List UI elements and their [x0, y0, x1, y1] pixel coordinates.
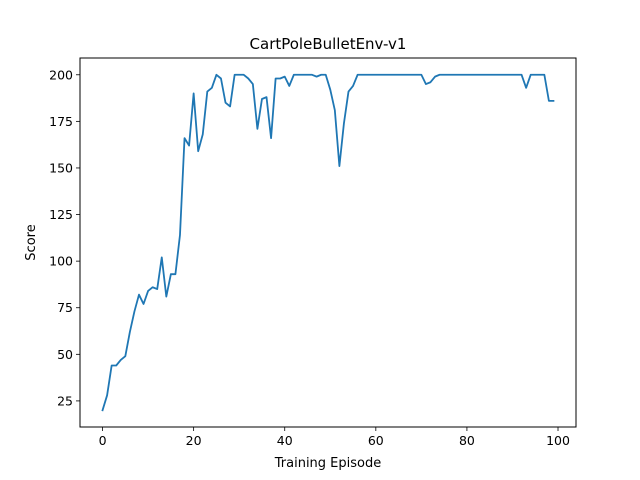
score-series-line — [101, 73, 555, 412]
chart-title: CartPoleBulletEnv-v1 — [250, 35, 407, 53]
x-axis-ticks: 0 20 40 60 80 100 — [99, 427, 570, 448]
y-tick-label: 200 — [49, 67, 73, 82]
x-tick-label: 40 — [277, 433, 293, 448]
x-tick-label: 0 — [99, 433, 107, 448]
y-tick-label: 150 — [49, 160, 73, 175]
y-tick-label: 75 — [57, 300, 73, 315]
x-axis-label: Training Episode — [274, 456, 381, 471]
x-tick-label: 80 — [459, 433, 475, 448]
y-axis-label: Score — [24, 224, 39, 260]
y-axis-ticks: 25 50 75 100 125 150 175 200 — [49, 67, 80, 408]
x-tick-label: 20 — [186, 433, 202, 448]
y-tick-label: 175 — [49, 114, 73, 129]
x-tick-label: 60 — [368, 433, 384, 448]
y-tick-label: 50 — [57, 347, 73, 362]
y-tick-label: 125 — [49, 207, 73, 222]
plot-area-frame — [79, 57, 577, 428]
y-tick-label: 25 — [57, 393, 73, 408]
y-tick-label: 100 — [49, 254, 73, 269]
x-tick-label: 100 — [546, 433, 570, 448]
